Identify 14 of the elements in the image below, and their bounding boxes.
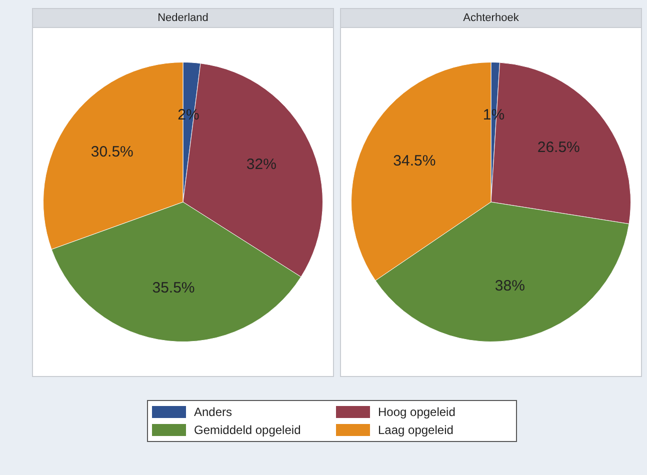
legend-label: Gemiddeld opgeleid [194,423,301,437]
data-label: 30.5% [90,143,134,160]
legend-label: Anders [194,405,232,419]
data-label: 34.5% [393,152,436,170]
data-label: 32% [246,156,276,174]
chart-title: Nederland [33,9,333,28]
data-label: 35.5% [152,279,195,296]
data-label: 38% [494,278,525,295]
data-label: 2% [178,106,200,124]
legend-label: Hoog opgeleid [378,405,456,419]
legend-label: Laag opgeleid [378,423,454,437]
data-label: 26.5% [537,138,580,156]
data-label: 1% [482,106,505,124]
chart-title: Achterhoek [341,9,641,28]
